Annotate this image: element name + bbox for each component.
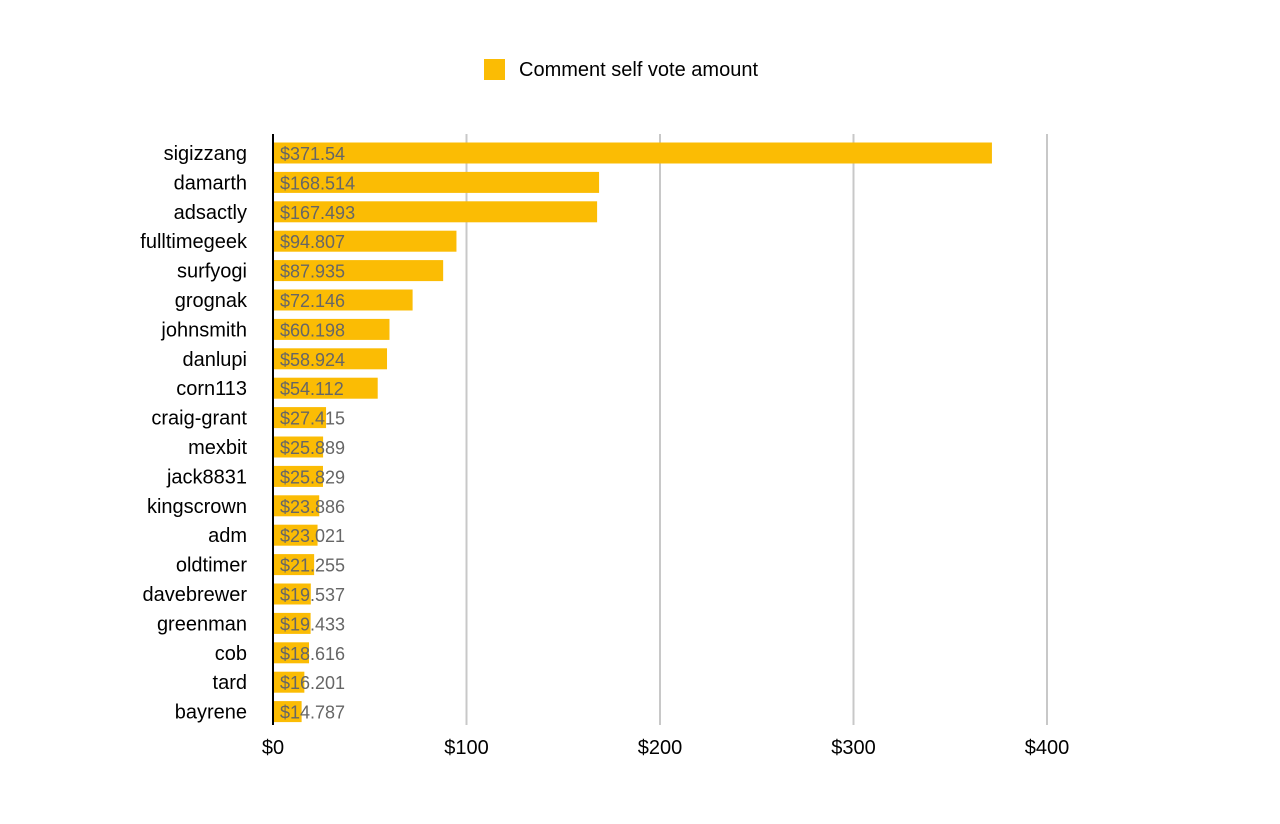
bar-tard	[273, 671, 305, 693]
x-tick-label: $200	[638, 737, 683, 759]
data-label: $19.537	[280, 585, 345, 605]
category-label: kingscrown	[147, 496, 247, 518]
x-tick-label: $300	[831, 737, 876, 759]
category-label: danlupi	[182, 349, 247, 371]
bar-kingscrown	[273, 495, 320, 517]
category-label: tard	[213, 672, 247, 694]
data-label: $371.54	[280, 144, 345, 164]
category-label: surfyogi	[177, 261, 247, 283]
legend-label: Comment self vote amount	[519, 59, 758, 81]
bar-surfyogi	[273, 260, 444, 282]
data-label: $16.201	[280, 673, 345, 693]
category-label: sigizzang	[164, 143, 247, 165]
bar-johnsmith	[273, 318, 390, 340]
data-label: $58.924	[280, 350, 345, 370]
data-label: $19.433	[280, 614, 345, 634]
bar-grognak	[273, 289, 413, 311]
bar-craig-grant	[273, 407, 327, 429]
data-label: $14.787	[280, 703, 345, 723]
category-label: bayrene	[175, 702, 247, 724]
category-label: adm	[208, 525, 247, 547]
category-label: mexbit	[188, 437, 247, 459]
x-tick-label: $0	[262, 737, 284, 759]
category-label: fulltimegeek	[140, 231, 248, 253]
bar-bayrene	[273, 701, 302, 723]
category-label: jack8831	[166, 466, 247, 488]
data-label: $94.807	[280, 232, 345, 252]
bar-sigizzang	[273, 142, 992, 164]
bar-adm	[273, 524, 318, 546]
category-label: corn113	[176, 378, 247, 400]
bar-greenman	[273, 612, 311, 634]
data-label: $27.415	[280, 409, 345, 429]
category-label: oldtimer	[176, 555, 247, 577]
bar-davebrewer	[273, 583, 311, 605]
category-label: damarth	[174, 172, 247, 194]
legend: Comment self vote amount	[484, 59, 758, 81]
data-label: $25.829	[280, 467, 345, 487]
bar-mexbit	[273, 436, 324, 458]
data-labels: $371.54 $168.514 $167.493 $94.807 $87.935 $72…	[280, 144, 355, 723]
category-label: cob	[215, 643, 247, 665]
category-label: grognak	[175, 290, 248, 312]
bar-corn113	[273, 377, 378, 399]
category-labels: sigizzang damarth adsactly fulltimegeek surf…	[140, 143, 248, 724]
bar-damarth	[273, 171, 600, 193]
data-label: $23.886	[280, 497, 345, 517]
gridlines	[465, 134, 1048, 725]
data-label: $72.146	[280, 291, 345, 311]
data-label: $87.935	[280, 262, 345, 282]
x-tick-label: $100	[444, 737, 489, 759]
data-label: $168.514	[280, 173, 355, 193]
data-label: $25.889	[280, 438, 345, 458]
bar-danlupi	[273, 348, 388, 370]
bars	[273, 142, 992, 723]
data-label: $23.021	[280, 526, 345, 546]
x-tick-labels: $0 $100 $200 $300 $400	[262, 737, 1069, 759]
category-label: greenman	[157, 613, 247, 635]
data-label: $60.198	[280, 320, 345, 340]
legend-swatch	[484, 59, 505, 80]
category-label: adsactly	[174, 202, 247, 224]
data-label: $167.493	[280, 203, 355, 223]
data-label: $18.616	[280, 644, 345, 664]
category-label: johnsmith	[160, 319, 247, 341]
bar-jack8831	[273, 465, 323, 487]
category-label: davebrewer	[142, 584, 247, 606]
data-label: $54.112	[280, 379, 344, 399]
bar-oldtimer	[273, 554, 315, 576]
bar-fulltimegeek	[273, 230, 457, 252]
category-label: craig-grant	[151, 408, 247, 430]
data-label: $21.255	[280, 556, 345, 576]
bar-adsactly	[273, 201, 598, 223]
bar-cob	[273, 642, 310, 664]
x-tick-label: $400	[1025, 737, 1070, 759]
